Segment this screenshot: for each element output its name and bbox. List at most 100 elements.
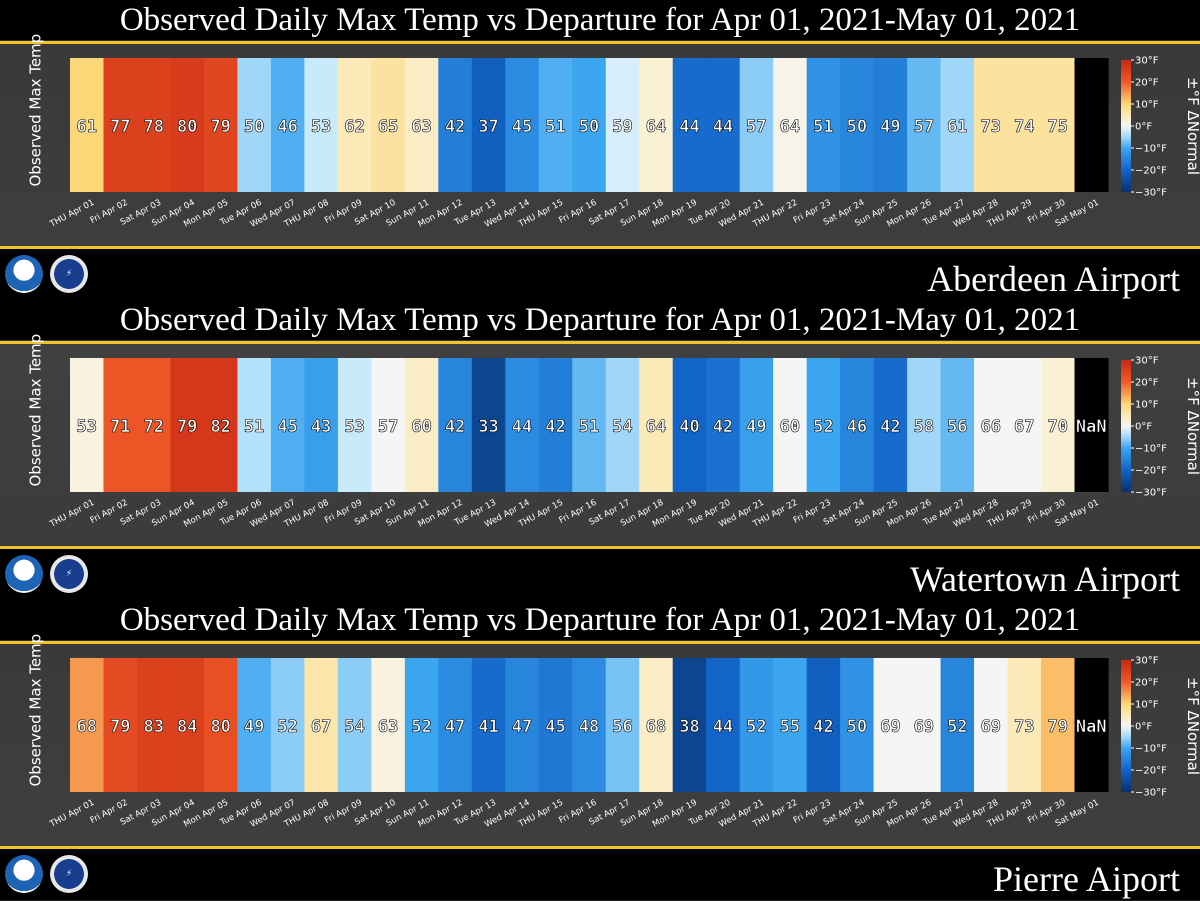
cell-value-label: 42 [545, 417, 565, 437]
divider-line [0, 246, 1200, 249]
cell-value-label: 44 [512, 417, 532, 437]
colorbar-tick-label: 20°F [1135, 378, 1159, 389]
cell-value-label: 60 [780, 417, 800, 437]
cell-value-label: 60 [411, 417, 431, 437]
heatmap-cell [471, 58, 506, 192]
colorbar-tick-label: −10°F [1135, 144, 1167, 155]
cell-value-label: 37 [478, 117, 498, 137]
noaa-bird-icon: ◢◣ [17, 869, 31, 879]
heatmap-cell [672, 358, 707, 492]
colorbar-tick-label: 30°F [1135, 656, 1159, 667]
heatmap-cell [974, 358, 1009, 492]
cell-value-label: 42 [445, 117, 465, 137]
cell-value-label: 45 [512, 117, 532, 137]
cell-value-label: 79 [110, 717, 130, 737]
cell-value-label: 38 [679, 717, 699, 737]
heatmap-cell [337, 58, 372, 192]
heatmap-cell [940, 58, 975, 192]
cell-value-label: 84 [177, 717, 197, 737]
heatmap-cell [270, 358, 305, 492]
cell-value-label: 69 [981, 717, 1001, 737]
cell-value-label: 46 [277, 117, 297, 137]
colorbar-tick-label: −30°F [1135, 788, 1167, 799]
nws-logo-icon: ⚡ [50, 555, 88, 593]
cell-value-label: 53 [344, 417, 364, 437]
heatmap-cell [304, 58, 339, 192]
cell-value-label: 65 [378, 117, 398, 137]
heatmap-cell [404, 658, 439, 792]
heatmap-cell [337, 358, 372, 492]
heatmap-cell [371, 658, 406, 792]
cell-value-label: 55 [780, 717, 800, 737]
cell-value-label: 47 [512, 717, 532, 737]
colorbar-tick-label: 20°F [1135, 678, 1159, 689]
colorbar [1121, 360, 1131, 492]
cell-value-label: 68 [646, 717, 666, 737]
cell-value-label: 49 [746, 417, 766, 437]
cell-value-label: 62 [344, 117, 364, 137]
cell-value-label: 68 [76, 717, 96, 737]
cell-value-label: 82 [210, 417, 230, 437]
cell-value-label: 59 [612, 117, 632, 137]
divider-line [0, 846, 1200, 849]
x-tick-label: THU Apr 01 [48, 198, 97, 230]
cell-value-label: 73 [981, 117, 1001, 137]
cell-value-label: 64 [780, 117, 800, 137]
heatmap-cell [304, 658, 339, 792]
cell-value-label: 44 [679, 117, 699, 137]
heatmap-cell [136, 58, 172, 192]
heatmap-cell [706, 658, 741, 792]
cell-value-label: 64 [646, 117, 666, 137]
cell-value-label: 70 [1048, 417, 1068, 437]
colorbar-tick-label: 0°F [1135, 122, 1152, 133]
heatmap-cell [940, 658, 975, 792]
cell-value-label: 50 [579, 117, 599, 137]
heatmap-cell [70, 358, 105, 492]
colorbar-tick-label: −20°F [1135, 166, 1167, 177]
cell-value-label: 57 [378, 417, 398, 437]
heatmap-cell [739, 358, 774, 492]
heatmap-cell [1007, 358, 1042, 492]
heatmap-cell [538, 58, 573, 192]
cell-value-label: 72 [143, 417, 163, 437]
heatmap-cell [907, 658, 942, 792]
heatmap-cell [840, 658, 875, 792]
heatmap-cell [103, 358, 138, 492]
heatmap-cell [103, 58, 138, 192]
cell-value-label: 56 [612, 717, 632, 737]
cell-value-label: 63 [411, 117, 431, 137]
heatmap-cell [237, 58, 272, 192]
heatmap-cell [304, 358, 339, 492]
noaa-logo-icon: ◢◣ [5, 855, 43, 893]
heatmap-cell [170, 58, 205, 192]
cell-value-label: 42 [445, 417, 465, 437]
heatmap-cell [672, 658, 707, 792]
heatmap-cell [639, 358, 674, 492]
colorbar-title: ±°F ΔNormal [1184, 677, 1200, 775]
x-tick-label: THU Apr 01 [48, 798, 97, 830]
heatmap-cell [438, 658, 473, 792]
heatmap-cell [940, 358, 975, 492]
divider-line [0, 41, 1200, 44]
chart-area: Observed Max Temp 53 THU Apr 01 71 Fri Apr … [0, 334, 1200, 546]
cell-value-label: 79 [1048, 717, 1068, 737]
heatmap-cell [639, 658, 674, 792]
heatmap-cell [1074, 58, 1109, 192]
chart-title: Observed Daily Max Temp vs Departure for… [0, 0, 1200, 40]
colorbar-tick-label: 0°F [1135, 722, 1152, 733]
colorbar-tick-label: 0°F [1135, 422, 1152, 433]
colorbar-tick-label: 10°F [1135, 700, 1159, 711]
cell-value-label: 51 [545, 117, 565, 137]
heatmap-cell [605, 658, 640, 792]
noaa-bird-icon: ◢◣ [17, 569, 31, 579]
cell-value-label: 53 [311, 117, 331, 137]
heatmap-cell [404, 358, 439, 492]
chart-area: Observed Max Temp 68 THU Apr 01 79 Fri Apr … [0, 634, 1200, 846]
chart-area: Observed Max Temp 61 THU Apr 01 77 Fri Apr … [0, 34, 1200, 246]
colorbar-tick-label: 20°F [1135, 78, 1159, 89]
cell-value-label: 51 [813, 117, 833, 137]
heatmap-cell [203, 658, 239, 792]
cell-value-label: 51 [579, 417, 599, 437]
colorbar [1121, 60, 1131, 192]
